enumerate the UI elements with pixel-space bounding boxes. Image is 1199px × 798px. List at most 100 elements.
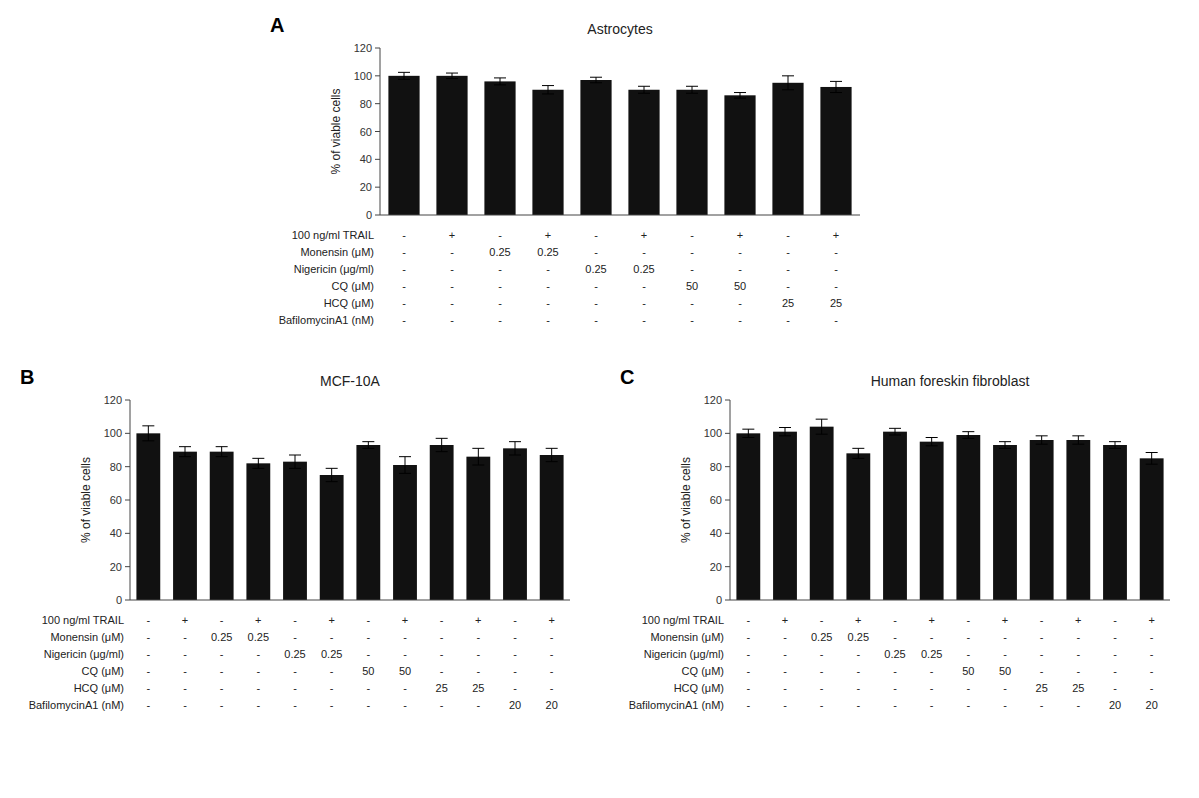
table-cell: 25 [1072, 682, 1084, 694]
error-bar [742, 429, 754, 437]
table-row-label: CQ (μM) [682, 665, 724, 677]
table-cell: 0.25 [633, 263, 654, 275]
table-cell: - [293, 614, 297, 626]
error-cap [399, 456, 411, 457]
table-cell: - [146, 699, 150, 711]
error-cap [1036, 444, 1048, 445]
table-cell: - [783, 648, 787, 660]
table-cell: - [783, 682, 787, 694]
error-cap [638, 93, 650, 94]
table-cell: - [146, 631, 150, 643]
bar [283, 462, 307, 600]
y-tick [125, 433, 130, 434]
table-cell: - [1040, 648, 1044, 660]
error-bar [472, 448, 484, 465]
table-cell: - [498, 229, 502, 241]
y-tick [375, 131, 380, 132]
bar [810, 427, 834, 600]
error-cap [742, 437, 754, 438]
error-cap [779, 427, 791, 428]
y-tick [375, 159, 380, 160]
table-cell: - [690, 246, 694, 258]
table-cell: - [594, 246, 598, 258]
x-axis-line [730, 600, 1170, 601]
table-cell: + [255, 614, 261, 626]
error-bar [1109, 442, 1121, 449]
error-cap [542, 93, 554, 94]
error-cap [638, 86, 650, 87]
table-cell: - [330, 682, 334, 694]
table-cell: - [856, 682, 860, 694]
table-cell: - [1003, 699, 1007, 711]
error-bar [546, 448, 558, 461]
table-cell: - [930, 699, 934, 711]
table-cell: 0.25 [811, 631, 832, 643]
panel-label: A [270, 14, 284, 36]
y-tick [725, 533, 730, 534]
table-cell: - [402, 297, 406, 309]
y-tick [125, 466, 130, 467]
y-axis-line [380, 48, 381, 215]
table-cell: - [738, 297, 742, 309]
y-tick-label: 0 [716, 594, 722, 606]
y-tick [125, 600, 130, 601]
error-cap [398, 72, 410, 73]
table-cell: - [403, 699, 407, 711]
error-cap [542, 85, 554, 86]
error-cap [1109, 441, 1121, 442]
table-cell: - [450, 314, 454, 326]
table-cell: - [146, 682, 150, 694]
table-cell: - [366, 699, 370, 711]
error-bar [542, 86, 554, 94]
table-cell: - [746, 665, 750, 677]
table-cell: + [737, 229, 743, 241]
error-stem [258, 458, 259, 468]
table-cell: - [402, 229, 406, 241]
table-cell: - [642, 246, 646, 258]
error-cap [742, 429, 754, 430]
table-row-label: 100 ng/ml TRAIL [292, 229, 374, 241]
error-cap [179, 446, 191, 447]
table-cell: - [330, 631, 334, 643]
table-cell: - [403, 682, 407, 694]
error-cap [289, 468, 301, 469]
error-bar [999, 442, 1011, 449]
error-stem [452, 73, 453, 79]
table-cell: - [220, 682, 224, 694]
table-cell: - [403, 648, 407, 660]
error-stem [221, 447, 222, 457]
table-cell: 50 [962, 665, 974, 677]
table-cell: - [546, 314, 550, 326]
table-cell: - [513, 648, 517, 660]
error-bar [326, 468, 338, 481]
error-stem [295, 455, 296, 468]
bar [503, 448, 527, 600]
y-tick-label: 120 [704, 394, 722, 406]
table-row-label: Nigericin (μg/ml) [44, 648, 124, 660]
error-stem [931, 438, 932, 446]
table-row-label: BafilomycinA1 (nM) [279, 314, 374, 326]
bar [724, 95, 755, 215]
bar [356, 445, 380, 600]
table-cell: - [783, 699, 787, 711]
error-stem [331, 468, 332, 481]
y-tick [725, 466, 730, 467]
bar [532, 90, 563, 215]
table-cell: - [820, 682, 824, 694]
error-cap [590, 82, 602, 83]
y-tick [125, 500, 130, 501]
error-stem [858, 448, 859, 458]
table-cell: - [293, 665, 297, 677]
error-stem [968, 432, 969, 439]
error-stem [478, 448, 479, 465]
error-cap [816, 434, 828, 435]
table-cell: - [450, 246, 454, 258]
error-cap [546, 448, 558, 449]
table-cell: - [183, 682, 187, 694]
table-cell: - [834, 314, 838, 326]
chart-title: MCF-10A [320, 373, 381, 389]
table-cell: - [966, 614, 970, 626]
table-cell: - [402, 280, 406, 292]
error-stem [548, 86, 549, 94]
table-row-label: CQ (μM) [82, 665, 124, 677]
